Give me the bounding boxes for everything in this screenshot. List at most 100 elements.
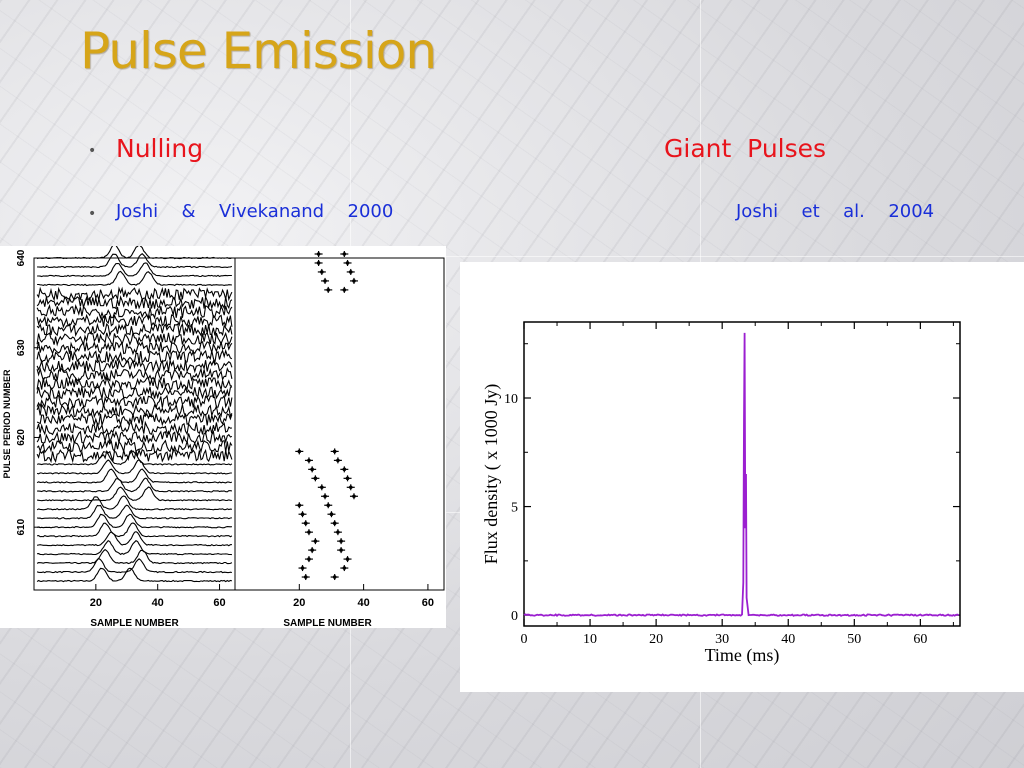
drift-point [323,279,327,283]
pulse-profile-trace [36,358,233,374]
pulse-profile-trace [36,366,233,382]
pulse-profile-trace [37,270,232,287]
nulling-plot: 20 20 40 40 60 60 610 620 630 640 SAMPLE NUMBER SAM… [2,243,445,629]
x-tick-label: 40 [781,632,795,647]
pulse-profile-trace [36,243,233,260]
nulling-figure: 20 20 40 40 60 60 610 620 630 640 SAMPLE NUMBER SAM… [0,243,446,629]
pulse-profile-trace [37,262,232,278]
drift-point [342,252,347,256]
drift-point [307,458,311,463]
y-tick-label: 610 [16,518,27,535]
pulse-profile-trace [37,477,232,493]
drift-point [332,449,337,454]
drift-point [320,270,324,274]
drift-point [297,503,302,508]
drift-point [339,539,343,543]
pulse-profile-trace [36,450,233,466]
drift-point [313,539,318,543]
drift-point [323,494,327,499]
pulse-profile-trace [36,286,233,302]
giant-pulses-reference: Joshi et al. 2004 [736,201,935,222]
pulse-profile-trace [36,548,233,565]
drift-point [352,494,356,499]
giant-pulse-line [523,332,960,618]
background-seam [0,256,1024,257]
drift-point [316,252,321,256]
drift-point [345,476,350,481]
pulse-profile-trace [36,375,232,392]
pulse-profile-trace [36,531,232,547]
y-tick-label: 620 [16,429,27,446]
y-tick-label: 630 [16,339,27,356]
drift-point [342,467,347,472]
pulse-profile-trace [36,313,233,329]
drift-panel-frame [234,257,445,591]
x-tick-label: 50 [847,632,861,647]
pulse-profile-trace [36,348,233,365]
drift-point [307,530,311,534]
pulse-profile-trace [36,330,233,347]
pulse-profile-trace [36,468,233,484]
x-tick-label: 60 [913,632,927,647]
drift-point [316,261,321,265]
pulse-profile-trace [36,394,233,410]
bullet-marker: • [88,206,97,222]
x-tick-label: 20 [293,597,305,609]
x-axis-label: SAMPLE NUMBER [90,618,179,628]
pulse-profile-trace [36,459,232,475]
drift-point [300,566,305,570]
y-axis-label: Flux density ( x 1000 Jy) [481,384,502,565]
drift-point [310,548,314,552]
pulse-profile-trace [36,513,232,529]
x-tick-label: 20 [90,597,102,609]
pulse-profile-trace [36,303,233,320]
y-tick-label: 640 [16,249,27,266]
nulling-reference: Joshi & Vivekanand 2000 [116,201,394,222]
y-tick-label: 10 [504,392,518,407]
drift-point [297,449,302,454]
drift-point [336,458,340,463]
pulse-profile-trace [37,252,233,269]
drift-point [310,467,314,472]
pulse-profile-trace [36,294,233,311]
pulse-profile-trace [36,322,233,338]
drift-point [300,512,305,517]
pulse-profile-trace [36,340,233,356]
giant-pulses-heading: Giant Pulses [664,134,827,163]
pulse-profile-trace [37,522,233,538]
x-tick-label: 40 [357,597,369,609]
drift-point [352,279,356,283]
pulse-profile-trace [36,567,233,583]
x-tick-label: 60 [213,597,225,609]
bullet-marker: • [88,143,97,159]
drift-point [332,521,337,525]
pulse-profile-trace [36,495,232,511]
x-axis-label: Time (ms) [705,645,780,666]
nulling-heading: Nulling [116,134,204,163]
pulse-profile-trace [36,504,232,520]
y-tick-label: 0 [511,609,518,624]
drift-point [303,575,308,579]
drift-point [342,288,347,292]
x-tick-label: 20 [649,632,663,647]
giant-pulse-figure: 0 10 20 30 40 50 60 0 5 10 Time (ms) Flux density (… [460,262,1024,692]
pulse-profile-trace [36,448,233,464]
x-tick-label: 40 [152,597,164,609]
pulse-profile-trace [37,540,232,556]
drift-point [339,548,343,552]
y-axis-label: PULSE PERIOD NUMBER [2,369,12,479]
drift-point [326,503,331,508]
x-tick-label: 60 [422,597,434,609]
drift-point [348,485,353,490]
x-tick-label: 30 [715,632,729,647]
drift-point [303,521,308,525]
pulse-profile-trace [36,429,233,446]
pulse-profile-trace [37,486,232,502]
x-tick-label: 0 [521,632,528,647]
pulse-profile-trace [36,438,233,454]
drift-point [342,566,347,570]
drift-point [348,270,353,274]
drift-point [329,512,334,517]
drift-point [345,557,350,561]
pulse-profile-trace [36,420,233,436]
